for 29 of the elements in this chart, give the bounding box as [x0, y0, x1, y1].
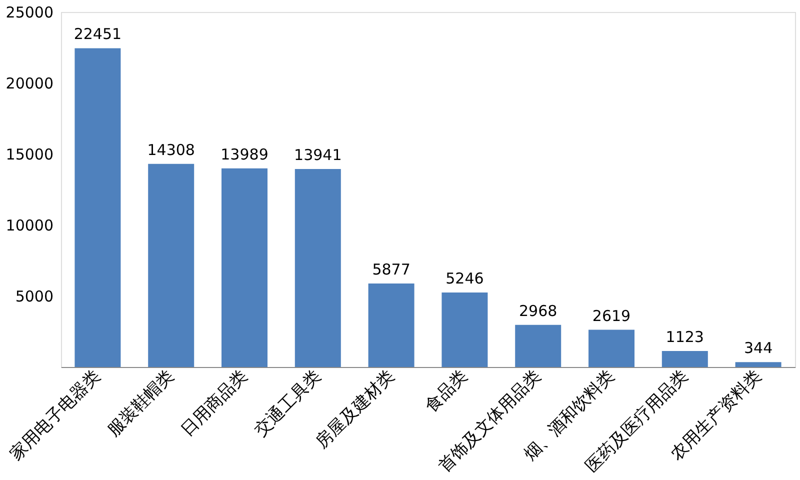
- x-tick-label: 服装鞋帽类: [104, 366, 178, 441]
- bar: [515, 324, 562, 367]
- data-label: 5877: [372, 260, 410, 279]
- data-label: 2968: [519, 302, 558, 320]
- data-label: 22451: [74, 25, 122, 44]
- y-tick-label: 20000: [6, 74, 54, 92]
- data-label: 13989: [220, 145, 268, 164]
- x-tick-label: 食品类: [422, 366, 472, 417]
- bar: [368, 284, 414, 367]
- bar: [662, 351, 708, 367]
- data-label: 5246: [446, 270, 484, 288]
- bar: [222, 168, 268, 367]
- data-label: 2619: [592, 306, 631, 325]
- y-tick-label: 15000: [6, 146, 54, 164]
- y-tick-label: 10000: [6, 216, 54, 234]
- y-tick-label: 25000: [6, 4, 54, 22]
- data-label: 14308: [147, 140, 195, 159]
- x-tick-label: 日用商品类: [177, 366, 252, 441]
- bar: [294, 169, 341, 367]
- bar: [442, 292, 488, 367]
- data-label: 13941: [294, 146, 342, 164]
- bar: [588, 330, 634, 367]
- x-tick-label: 家用电子电器类: [6, 366, 105, 465]
- bar: [74, 48, 121, 367]
- bar: [735, 362, 782, 367]
- data-label: 344: [744, 339, 773, 358]
- y-tick-label: 5000: [15, 288, 54, 306]
- data-label: 1123: [666, 328, 704, 346]
- bar: [148, 164, 194, 367]
